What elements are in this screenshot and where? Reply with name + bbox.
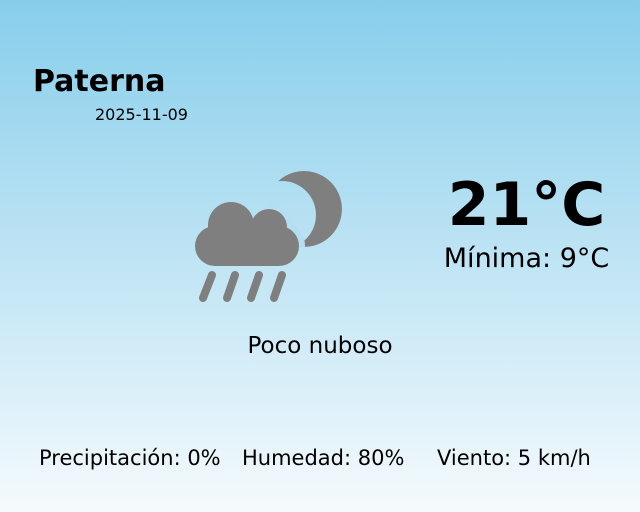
rain-icon xyxy=(199,271,286,302)
min-temperature-label: Mínima: 9°C xyxy=(443,243,610,274)
humidity-label: Humedad: 80% xyxy=(242,446,405,470)
temperature-block: 21°C Mínima: 9°C xyxy=(421,175,632,272)
precipitation-label: Precipitación: 0% xyxy=(39,446,221,470)
condition-label: Poco nuboso xyxy=(247,333,393,359)
date-label: 2025-11-09 xyxy=(95,105,188,124)
wind-label: Viento: 5 km/h xyxy=(437,446,591,470)
cloud-moon-rain-icon xyxy=(195,171,342,302)
location-title: Paterna xyxy=(33,64,166,99)
temperature-value: 21°C xyxy=(447,170,606,240)
cloud-icon xyxy=(195,202,299,266)
